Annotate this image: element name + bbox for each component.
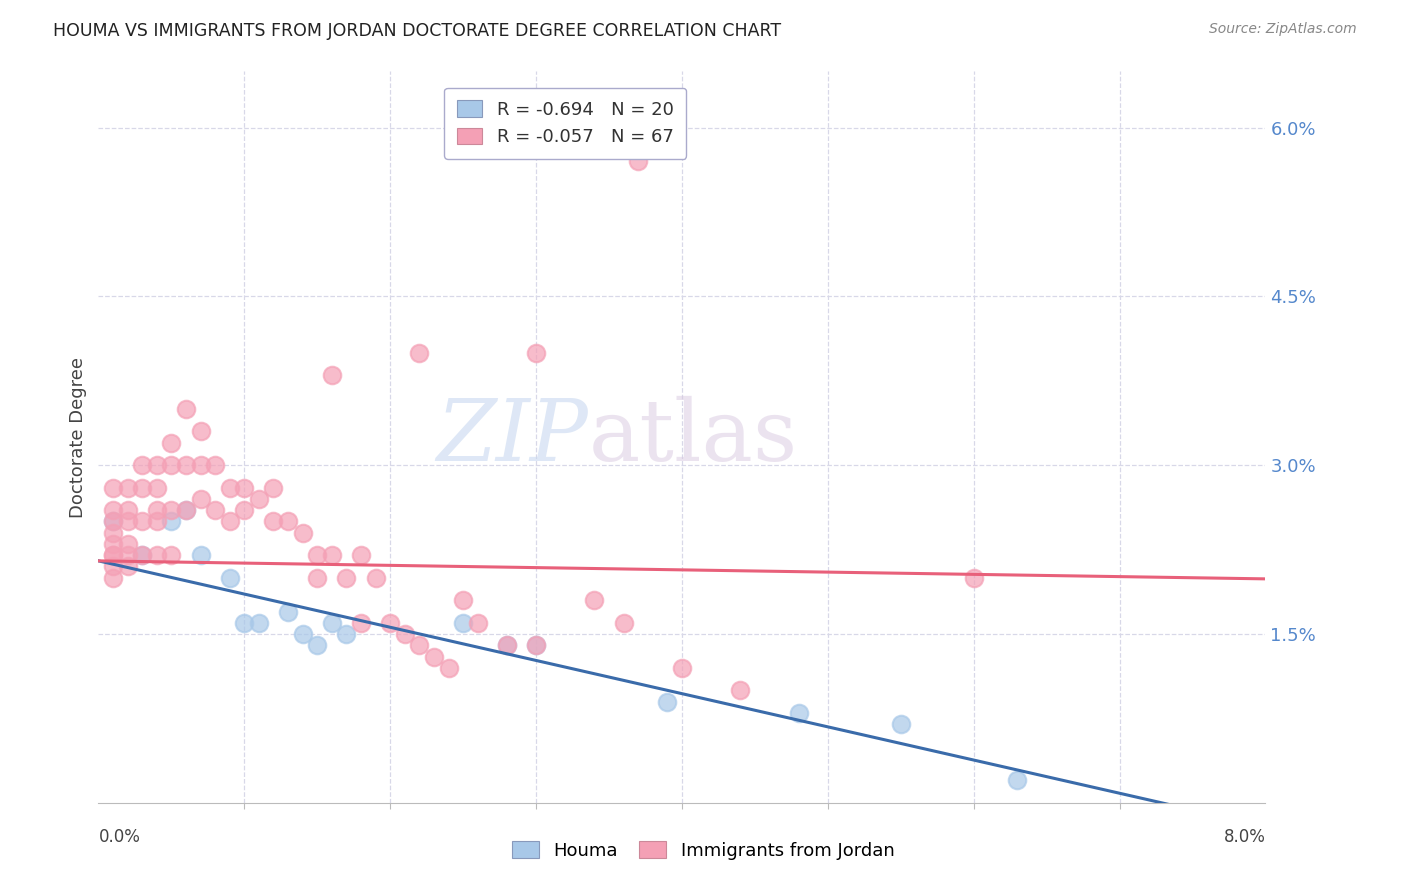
Point — [247, 615, 270, 630]
Point — [321, 615, 343, 630]
Point — [174, 401, 197, 416]
Point — [291, 525, 314, 540]
Point — [190, 548, 212, 562]
Point — [408, 345, 430, 359]
Point — [146, 458, 169, 473]
Text: atlas: atlas — [589, 395, 797, 479]
Point — [160, 503, 183, 517]
Point — [146, 515, 169, 529]
Point — [101, 537, 124, 551]
Point — [350, 615, 373, 630]
Point — [307, 571, 329, 585]
Point — [117, 548, 139, 562]
Legend: Houma, Immigrants from Jordan: Houma, Immigrants from Jordan — [505, 834, 901, 867]
Point — [583, 593, 606, 607]
Point — [131, 515, 153, 529]
Point — [101, 503, 124, 517]
Point — [321, 368, 343, 383]
Point — [190, 425, 212, 439]
Legend: R = -0.694   N = 20, R = -0.057   N = 67: R = -0.694 N = 20, R = -0.057 N = 67 — [444, 87, 686, 159]
Point — [160, 458, 183, 473]
Text: ZIP: ZIP — [437, 396, 589, 478]
Point — [218, 571, 240, 585]
Point — [101, 515, 124, 529]
Point — [131, 458, 153, 473]
Point — [247, 491, 270, 506]
Point — [101, 548, 124, 562]
Y-axis label: Doctorate Degree: Doctorate Degree — [69, 357, 87, 517]
Point — [1007, 773, 1029, 788]
Point — [174, 458, 197, 473]
Point — [160, 515, 183, 529]
Point — [380, 615, 402, 630]
Point — [101, 548, 124, 562]
Point — [496, 638, 519, 652]
Point — [190, 458, 212, 473]
Point — [730, 683, 752, 698]
Text: Source: ZipAtlas.com: Source: ZipAtlas.com — [1209, 22, 1357, 37]
Point — [627, 154, 650, 169]
Point — [160, 548, 183, 562]
Point — [117, 481, 139, 495]
Point — [350, 548, 373, 562]
Point — [190, 491, 212, 506]
Point — [262, 481, 284, 495]
Point — [233, 615, 256, 630]
Point — [524, 638, 547, 652]
Point — [117, 515, 139, 529]
Point — [423, 649, 446, 664]
Point — [146, 548, 169, 562]
Point — [451, 615, 474, 630]
Point — [146, 481, 169, 495]
Point — [467, 615, 489, 630]
Point — [671, 661, 693, 675]
Point — [335, 627, 357, 641]
Point — [394, 627, 416, 641]
Point — [890, 717, 912, 731]
Point — [262, 515, 284, 529]
Point — [117, 537, 139, 551]
Point — [233, 481, 256, 495]
Point — [657, 694, 679, 708]
Point — [160, 435, 183, 450]
Point — [408, 638, 430, 652]
Point — [307, 548, 329, 562]
Point — [131, 548, 153, 562]
Point — [204, 503, 226, 517]
Point — [117, 559, 139, 574]
Point — [233, 503, 256, 517]
Point — [218, 481, 240, 495]
Point — [364, 571, 387, 585]
Point — [451, 593, 474, 607]
Point — [496, 638, 519, 652]
Point — [101, 481, 124, 495]
Point — [218, 515, 240, 529]
Text: HOUMA VS IMMIGRANTS FROM JORDAN DOCTORATE DEGREE CORRELATION CHART: HOUMA VS IMMIGRANTS FROM JORDAN DOCTORAT… — [53, 22, 782, 40]
Point — [612, 615, 634, 630]
Point — [277, 515, 299, 529]
Text: 0.0%: 0.0% — [98, 828, 141, 846]
Text: 8.0%: 8.0% — [1223, 828, 1265, 846]
Point — [204, 458, 226, 473]
Point — [174, 503, 197, 517]
Point — [787, 706, 810, 720]
Point — [117, 503, 139, 517]
Point — [277, 605, 299, 619]
Point — [174, 503, 197, 517]
Point — [101, 559, 124, 574]
Point — [524, 638, 547, 652]
Point — [437, 661, 460, 675]
Point — [146, 503, 169, 517]
Point — [335, 571, 357, 585]
Point — [962, 571, 984, 585]
Point — [524, 345, 547, 359]
Point — [321, 548, 343, 562]
Point — [307, 638, 329, 652]
Point — [101, 571, 124, 585]
Point — [131, 481, 153, 495]
Point — [131, 548, 153, 562]
Point — [101, 525, 124, 540]
Point — [291, 627, 314, 641]
Point — [101, 515, 124, 529]
